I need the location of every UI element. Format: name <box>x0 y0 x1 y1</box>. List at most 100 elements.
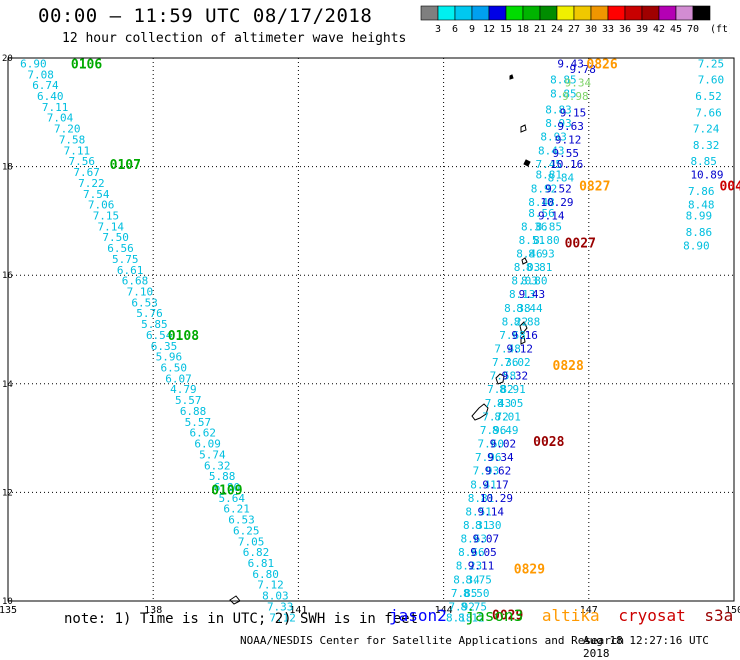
swh-label: 9.98 <box>562 90 589 103</box>
colorbar-tick: 42 <box>653 24 665 35</box>
swh-label: 7.58 <box>490 370 516 383</box>
lon-tick-label: 150 <box>725 605 740 616</box>
swh-label: 9.17 <box>482 478 509 491</box>
swh-label: 8.30 <box>475 519 502 532</box>
swh-label: 6.80 <box>214 481 241 494</box>
swh-label: 7.11 <box>42 101 69 114</box>
credit-text: NOAA/NESDIS Center for Satellite Applica… <box>240 634 625 647</box>
colorbar-tick: 33 <box>602 24 614 35</box>
swh-label: 8.44 <box>516 302 543 315</box>
swh-label: 8.43 <box>538 144 565 157</box>
swh-label: 10.16 <box>550 158 583 171</box>
swh-label: 9.05 <box>470 546 497 559</box>
swh-label: 7.02 <box>504 356 530 369</box>
swh-label: 7.36 <box>492 356 519 369</box>
swh-label: 7.05 <box>238 535 265 548</box>
colorbar-tick: 24 <box>551 24 563 35</box>
rota-island <box>471 403 489 421</box>
created-timestamp: Aug 18 12:27:16 UTC 2018 <box>583 634 709 660</box>
swh-label: 6.53 <box>131 296 158 309</box>
swh-label: 5.75 <box>112 253 139 266</box>
map-grid: 135 138 141 144 147 150 20 18 16 14 12 10 <box>0 54 740 616</box>
swh-label: 7.67 <box>73 166 100 179</box>
pass-time-label: 0107 <box>110 158 141 173</box>
swh-label: 9.16 <box>511 329 538 342</box>
swh-label: 7.68 <box>499 329 526 342</box>
swh-label: 8.51 <box>465 505 492 518</box>
swh-label: 8.75 <box>465 573 492 586</box>
swh-label: 8.38 <box>504 302 530 315</box>
colorbar-tick: 6 <box>452 24 458 35</box>
lon-tick-label: 135 <box>0 605 17 616</box>
swh-label: 7.82 <box>487 383 514 396</box>
pass-time-label: 0108 <box>168 329 199 344</box>
swh-label: 7.24 <box>693 123 720 136</box>
swh-label: 8.12 <box>458 611 485 624</box>
swh-label: 8.46 <box>516 247 543 260</box>
swh-label: 8.31 <box>463 519 490 532</box>
swh-label: 9.12 <box>555 133 582 146</box>
saipan-island <box>519 321 528 336</box>
swh-label: 7.08 <box>27 68 54 81</box>
swh-label: 5.57 <box>175 394 202 407</box>
swh-label: 8.83 <box>545 104 572 117</box>
swh-label: 7.60 <box>698 74 725 87</box>
swh-label: 8.22 <box>502 315 529 328</box>
swh-label: 5.88 <box>209 470 236 483</box>
swh-label: 8.85 <box>536 220 563 233</box>
pass-time-label: 0828 <box>553 359 584 374</box>
colorbar-tick: 3 <box>435 24 441 35</box>
swh-label: 6.52 <box>695 90 722 103</box>
swh-label: 10.29 <box>540 196 573 209</box>
pass-time-label: 0827 <box>579 180 610 195</box>
asuncion-island <box>509 74 514 80</box>
swh-label: 6.32 <box>204 459 231 472</box>
colorbar-swatch <box>692 5 711 21</box>
lon-tick-label: 141 <box>289 605 307 616</box>
swh-label: 6.81 <box>248 557 275 570</box>
land-layer <box>229 74 531 605</box>
lon-tick-label: 138 <box>144 605 162 616</box>
swh-label: 8.01 <box>494 410 521 423</box>
swh-label: 8.99 <box>686 209 713 222</box>
colorbar-tick: 30 <box>585 24 597 35</box>
swh-label: 8.81 <box>536 169 563 182</box>
pass-time-label: 0826 <box>586 57 617 72</box>
pass-time-label: 0106 <box>71 57 102 72</box>
swh-label: 8.84 <box>548 171 575 184</box>
swh-label: 7.56 <box>69 155 96 168</box>
legend-jason2: jason2 <box>389 606 447 625</box>
colorbar-tick: 39 <box>636 24 648 35</box>
swh-label: 8.93 <box>545 117 572 130</box>
swh-label: 4.79 <box>170 383 197 396</box>
swh-label: 8.75 <box>461 600 488 613</box>
pass-time-label: 0109 <box>211 484 242 499</box>
swh-label: 7.33 <box>267 600 294 613</box>
swh-label: 7.86 <box>688 185 715 198</box>
swh-label: 5.96 <box>156 351 183 364</box>
swh-label: 7.25 <box>698 57 725 70</box>
swh-label: 8.93 <box>528 247 555 260</box>
swh-label: 8.03 <box>514 261 541 274</box>
swh-label: 8.32 <box>693 139 720 152</box>
lon-tick-label: 147 <box>580 605 598 616</box>
swh-label: 8.13 <box>509 288 536 301</box>
swh-label: 7.12 <box>269 611 296 624</box>
swh-label: 8.88 <box>514 315 541 328</box>
pagan-island <box>520 124 527 133</box>
swh-label: 8.50 <box>463 587 490 600</box>
swh-label: 9.32 <box>502 370 529 383</box>
colorbar-tick: 9 <box>469 24 475 35</box>
lon-tick-label: 144 <box>435 605 453 616</box>
swh-label: 7.04 <box>47 112 74 125</box>
swh-label: 9.07 <box>473 533 500 546</box>
swh-label: 9.63 <box>557 120 584 133</box>
swh-label: 6.40 <box>37 90 64 103</box>
lat-tick-label: 20 <box>2 54 13 64</box>
note-text: note: 1) Time is in UTC; 2) SWH is in fe… <box>64 611 419 627</box>
pass-time-label: 0029 <box>492 609 523 624</box>
swh-label: 5.57 <box>185 416 212 429</box>
swh-label: 8.18 <box>446 611 473 624</box>
swh-label: 8.03 <box>262 590 289 603</box>
swh-label: 6.68 <box>122 275 148 288</box>
